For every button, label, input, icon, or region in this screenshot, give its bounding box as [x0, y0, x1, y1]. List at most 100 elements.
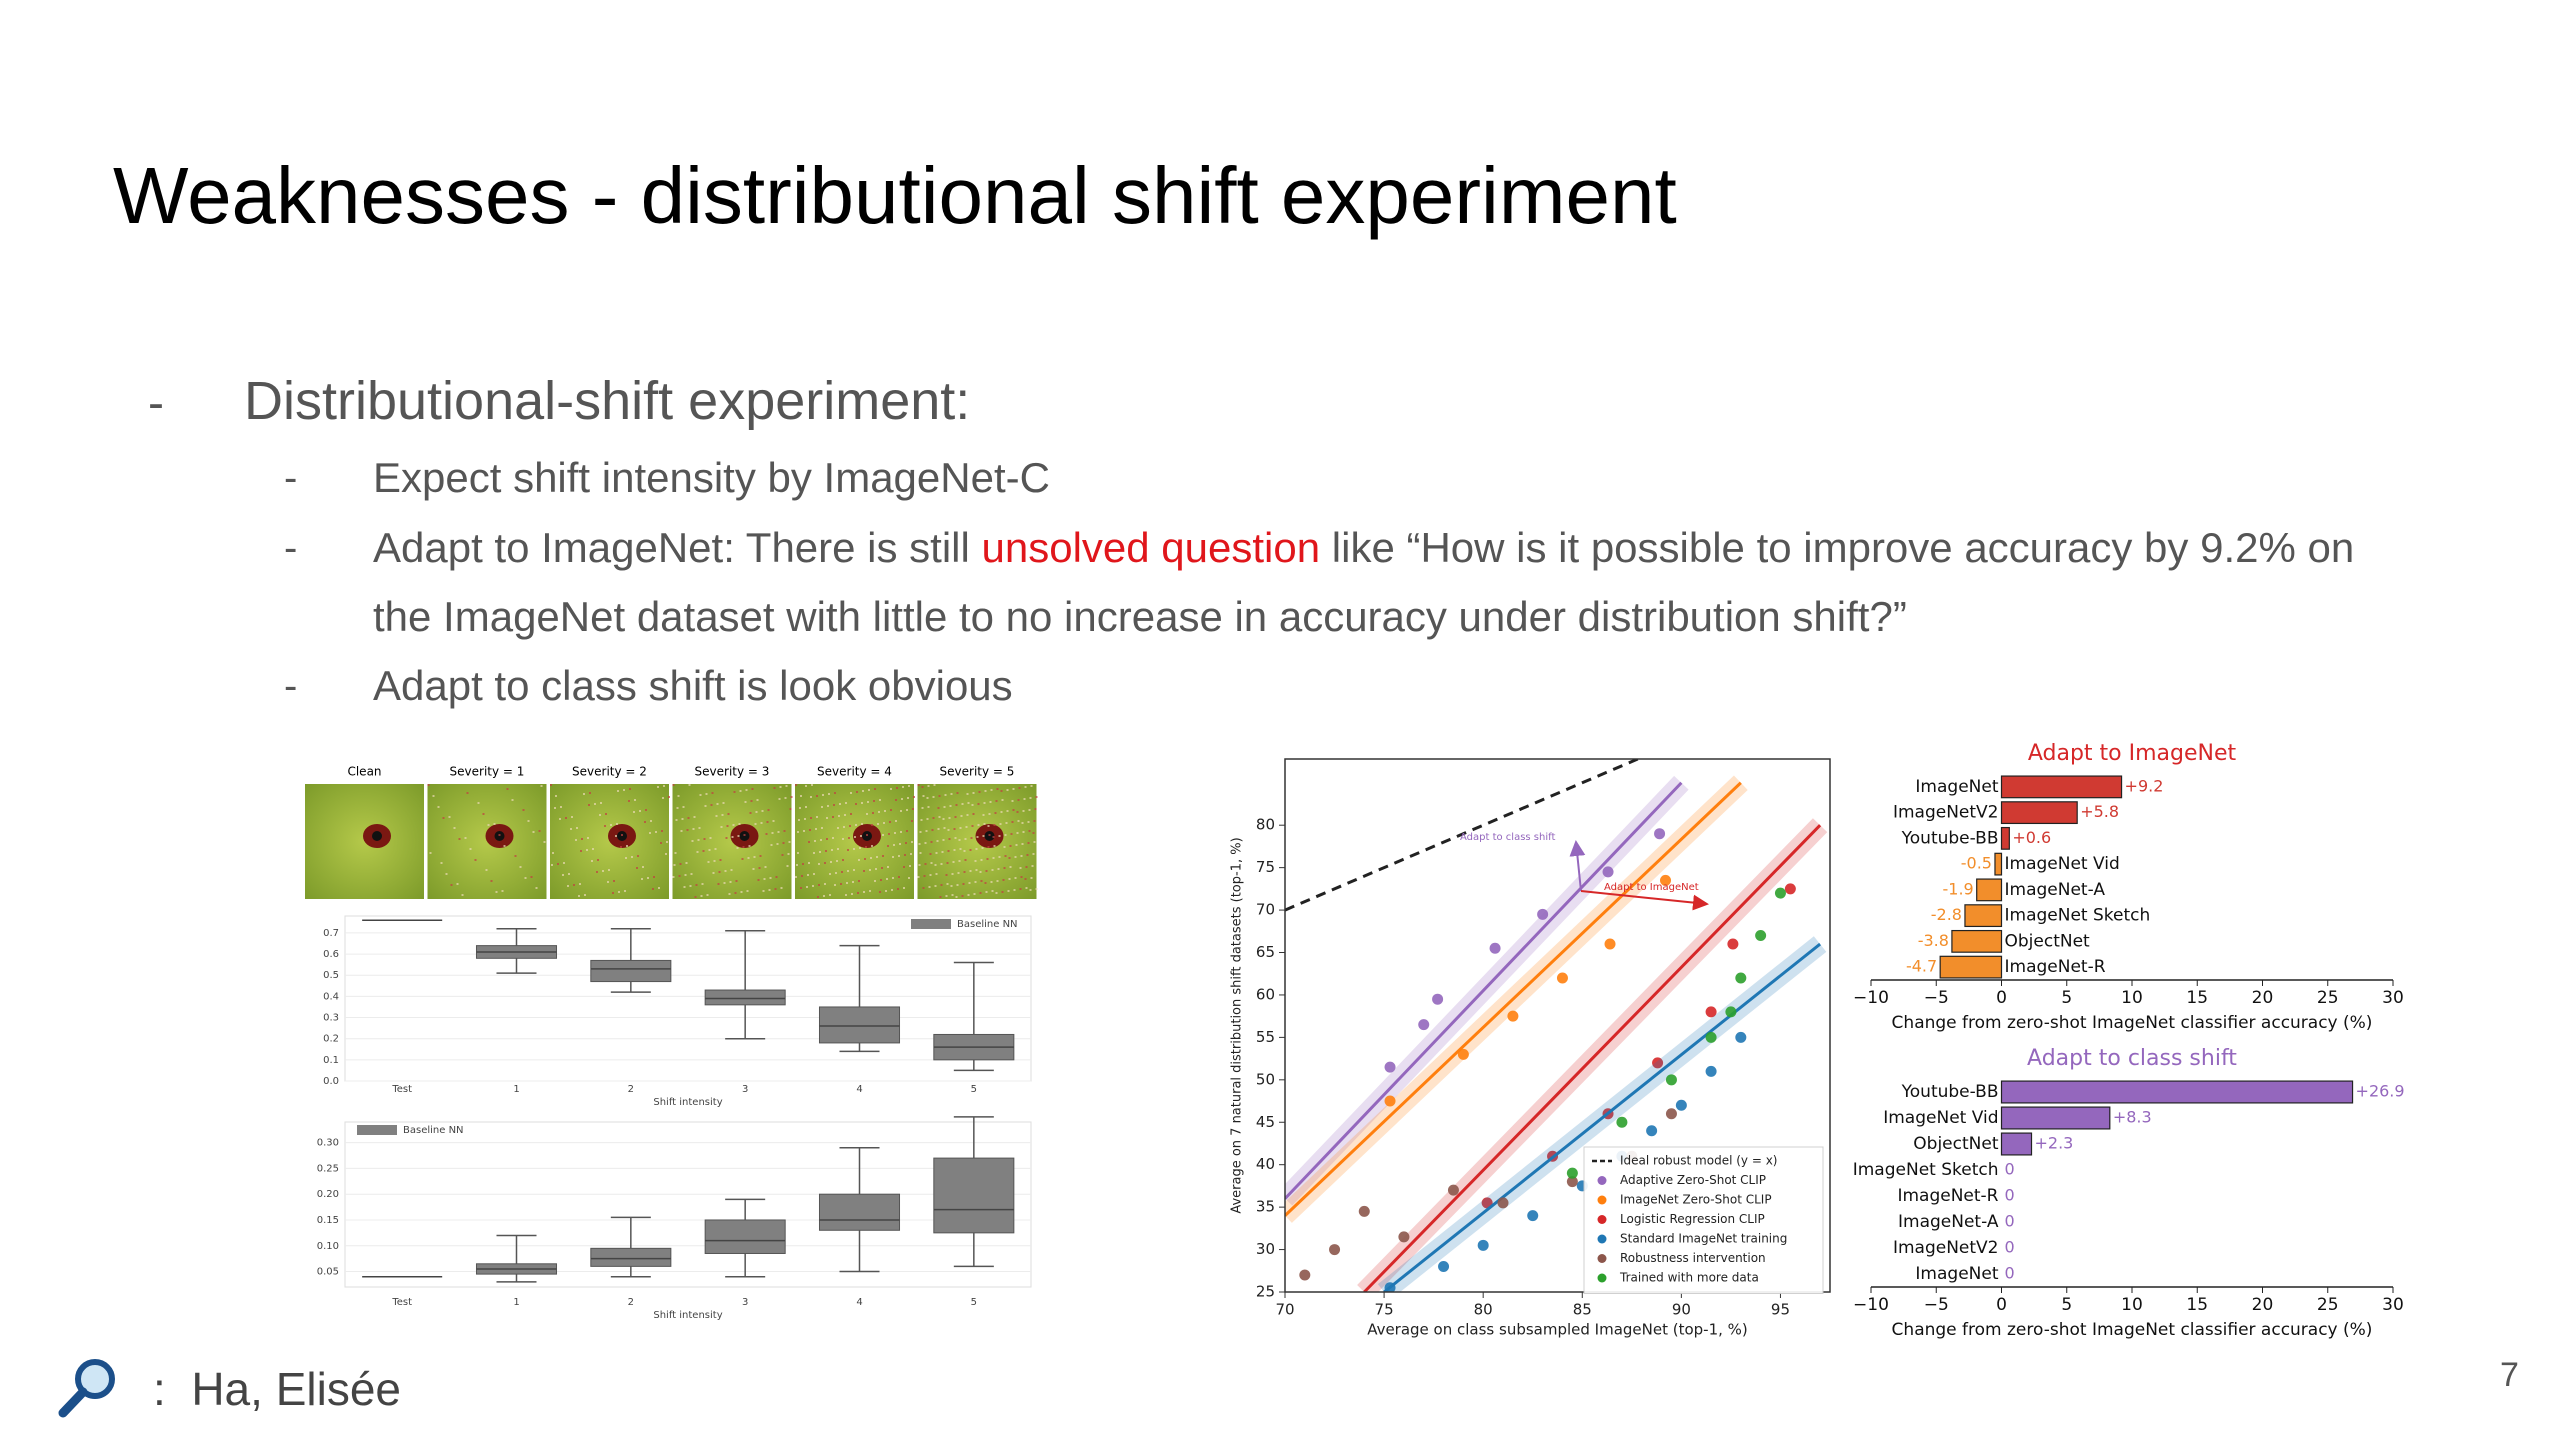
noise — [753, 856, 756, 858]
noise — [831, 849, 833, 851]
noise — [803, 830, 805, 832]
noise — [591, 860, 593, 862]
bullet-sub: Adapt to class shift is look obvious — [373, 651, 2413, 720]
x-tick-label: −10 — [1853, 988, 1889, 1008]
noise — [975, 848, 978, 850]
noise — [731, 836, 734, 838]
noise — [950, 793, 953, 795]
noise — [805, 806, 807, 808]
noise — [824, 883, 826, 885]
noise — [511, 799, 514, 801]
noise — [1012, 809, 1015, 811]
noise — [887, 866, 889, 868]
panel-frame — [344, 915, 1032, 1082]
noise — [838, 815, 840, 817]
noise — [782, 842, 785, 844]
noise — [562, 874, 564, 876]
y-tick-label: 25 — [1256, 1283, 1275, 1301]
noise — [1013, 889, 1016, 891]
noise — [453, 827, 456, 829]
noise — [900, 831, 902, 833]
bar — [1951, 929, 2003, 953]
noise — [735, 880, 738, 882]
noise — [477, 802, 480, 804]
noise — [934, 885, 937, 887]
noise — [726, 825, 729, 827]
noise — [978, 791, 981, 793]
noise — [565, 817, 567, 819]
noise — [913, 796, 915, 798]
x-axis-label: Shift intensity — [653, 1097, 722, 1108]
legend-frame — [1583, 1146, 1824, 1294]
noise — [982, 835, 985, 837]
point — [1774, 887, 1786, 899]
noise — [866, 813, 868, 815]
noise — [938, 816, 941, 818]
noise — [910, 853, 912, 855]
point — [1384, 1061, 1396, 1073]
point — [1329, 1244, 1341, 1256]
point — [1299, 1269, 1311, 1281]
noise — [911, 841, 913, 843]
noise — [950, 885, 953, 887]
noise — [980, 859, 983, 861]
noise — [912, 808, 914, 810]
frog-image — [795, 784, 914, 899]
bar — [2000, 1080, 2354, 1104]
y-tick-label: 0.0 — [323, 1076, 339, 1087]
x-tick-label: 90 — [1672, 1301, 1691, 1319]
noise — [701, 883, 704, 885]
noise — [618, 891, 620, 893]
noise — [804, 818, 806, 820]
legend-swatch — [1597, 1254, 1607, 1263]
x-tick-label: 30 — [2382, 988, 2404, 1008]
box — [933, 1157, 1015, 1234]
noise — [1006, 810, 1009, 812]
noise — [956, 792, 959, 794]
value-label: +5.8 — [2080, 802, 2119, 821]
noise — [691, 840, 694, 842]
noise — [450, 884, 453, 886]
noise — [679, 863, 682, 865]
frog-image — [672, 784, 792, 899]
noise — [909, 865, 911, 867]
bullet-dash: - — [148, 377, 164, 430]
noise — [928, 886, 931, 888]
noise — [702, 850, 705, 852]
noise — [917, 876, 920, 878]
point — [1654, 828, 1666, 840]
noise — [1011, 821, 1014, 823]
noise — [848, 837, 850, 839]
noise — [984, 790, 987, 792]
category-label: Youtube-BB — [1901, 1082, 1999, 1102]
noise — [971, 825, 974, 827]
bar — [2000, 775, 2123, 799]
noise — [563, 862, 565, 864]
noise — [1019, 888, 1022, 890]
noise — [683, 886, 686, 888]
noise — [969, 849, 972, 851]
noise — [815, 828, 817, 830]
y-tick-label: 0.1 — [323, 1055, 339, 1066]
category-label: ImageNetV2 — [1893, 1238, 1999, 1258]
category-label: Youtube-BB — [1901, 828, 1999, 848]
noise — [843, 826, 845, 828]
noise — [834, 884, 836, 886]
box — [818, 1006, 901, 1044]
noise — [877, 823, 879, 825]
noise — [712, 872, 715, 874]
noise — [941, 851, 944, 853]
noise — [608, 869, 610, 871]
noise — [524, 877, 527, 879]
ideal-line — [1285, 759, 1639, 912]
y-tick-label: 0.05 — [317, 1267, 339, 1278]
noise — [932, 796, 935, 798]
slide-title: Weaknesses - distributional shift experi… — [113, 151, 1677, 240]
noise — [655, 831, 657, 833]
x-tick-label: 20 — [2252, 988, 2274, 1008]
noise — [641, 878, 643, 880]
noise — [890, 788, 892, 790]
noise — [742, 846, 745, 848]
legend-label: Trained with more data — [1619, 1271, 1759, 1285]
noise — [786, 865, 789, 867]
